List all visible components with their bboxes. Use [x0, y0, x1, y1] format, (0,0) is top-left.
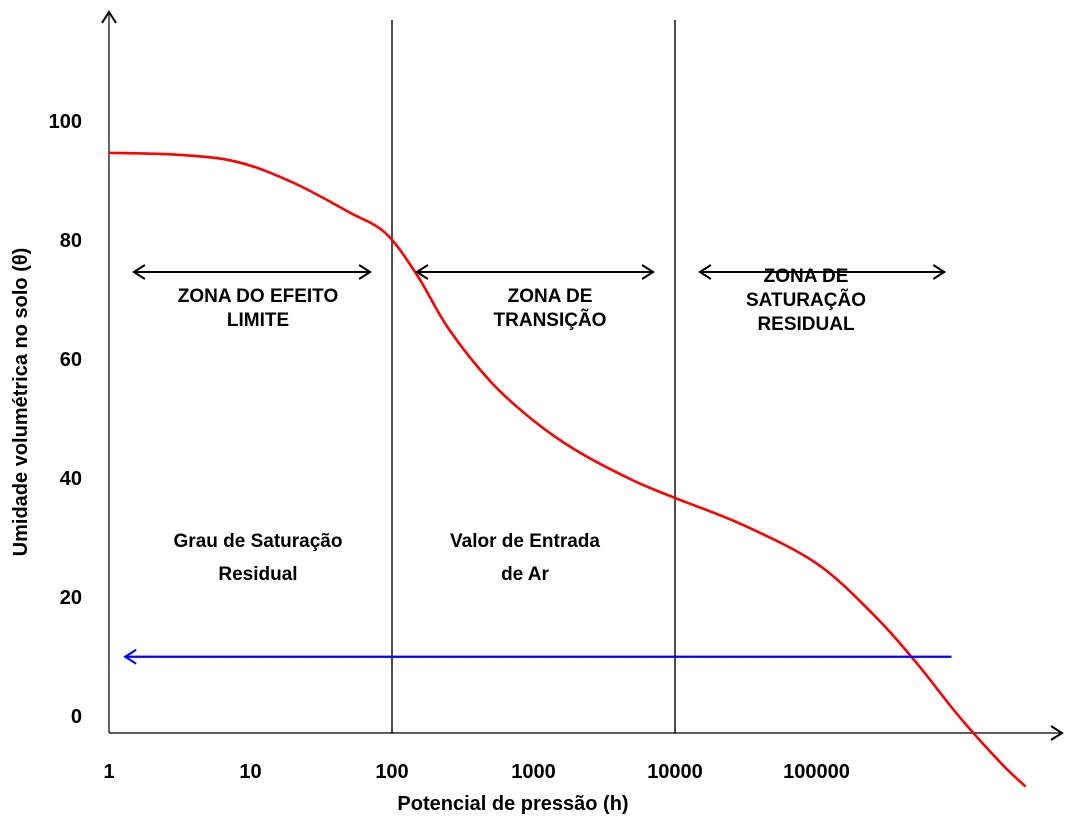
- y-tick-label: 20: [60, 587, 82, 609]
- x-tick-label: 100: [375, 761, 408, 783]
- zone-label: LIMITE: [227, 310, 289, 331]
- tick-labels: 1 10 100 1000 10000 100000 0 20 40 60 80 100: [49, 111, 850, 783]
- zone-arrow-head-left: [132, 264, 146, 280]
- zone-note: Residual: [218, 564, 297, 585]
- x-tick-label: 1000: [511, 761, 556, 783]
- x-tick-label: 1: [103, 761, 114, 783]
- zone-label: SATURAÇÃO: [746, 289, 866, 311]
- axes: [101, 10, 1064, 741]
- retention-curve: [108, 151, 1027, 788]
- zone-boundaries: [391, 20, 676, 733]
- zone-arrows: [132, 264, 947, 280]
- x-axis-title: Potencial de pressão (h): [397, 793, 628, 815]
- zone-label: ZONA DE: [508, 286, 593, 307]
- y-tick-label: 80: [60, 230, 82, 252]
- zone-note: Valor de Entrada: [450, 531, 600, 552]
- zone-arrow-head-right: [641, 264, 655, 280]
- x-tick-label: 10000: [647, 761, 703, 783]
- axis-titles: Potencial de pressão (h) Umidade volumét…: [10, 248, 629, 815]
- x-axis-arrowhead: [1050, 725, 1064, 741]
- zone-arrow-head-left: [415, 264, 429, 280]
- y-tick-label: 40: [60, 468, 82, 490]
- y-tick-label: 60: [60, 349, 82, 371]
- x-tick-label: 10: [239, 761, 261, 783]
- zone-labels: ZONA DO EFEITO LIMITE Grau de Saturação Res…: [174, 266, 866, 585]
- zone-label: RESIDUAL: [757, 314, 855, 335]
- y-axis-title: Umidade volumétrica no solo (θ): [10, 248, 32, 557]
- zone-arrow-head-right: [932, 264, 947, 280]
- x-tick-label: 100000: [783, 761, 850, 783]
- series-line: [108, 151, 1027, 788]
- zone-arrow-head-left: [698, 264, 712, 280]
- y-tick-label: 0: [71, 706, 82, 728]
- y-tick-label: 100: [49, 111, 82, 133]
- zone-label: ZONA DO EFEITO: [178, 286, 338, 307]
- zone-label: ZONA DE: [764, 266, 849, 287]
- zone-arrow-head-right: [358, 264, 372, 280]
- zone-note: de Ar: [501, 564, 549, 585]
- zone-label: TRANSIÇÃO: [494, 309, 607, 331]
- y-axis-arrowhead: [101, 10, 117, 24]
- residual-arrow-head: [123, 648, 137, 665]
- residual-arrow: [123, 648, 952, 665]
- zone-note: Grau de Saturação: [174, 531, 343, 552]
